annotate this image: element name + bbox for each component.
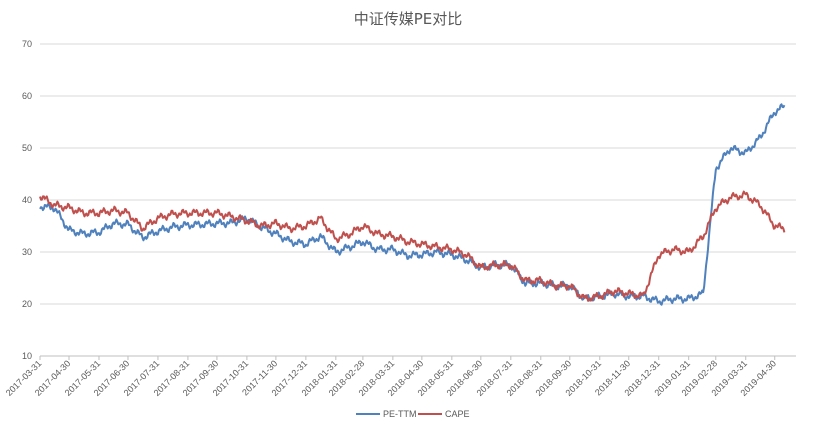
y-tick-label: 70 <box>22 39 32 49</box>
y-tick-label: 20 <box>22 299 32 309</box>
y-tick-label: 40 <box>22 195 32 205</box>
gridlines <box>40 43 796 357</box>
series-line-pe-ttm <box>39 103 786 306</box>
x-axis: 2017-03-312017-04-302017-05-312017-06-30… <box>4 356 778 398</box>
legend: PE-TTM CAPE <box>356 409 470 419</box>
legend-label: CAPE <box>445 409 470 419</box>
chart-title: 中证传媒PE对比 <box>354 10 463 28</box>
series-line-cape <box>39 190 786 302</box>
series-lines <box>39 103 786 306</box>
y-tick-label: 30 <box>22 247 32 257</box>
y-tick-label: 60 <box>22 91 32 101</box>
y-tick-label: 50 <box>22 143 32 153</box>
legend-label: PE-TTM <box>383 409 417 419</box>
y-tick-label: 10 <box>22 351 32 361</box>
y-axis: 10 20 30 40 50 60 70 <box>22 39 32 361</box>
